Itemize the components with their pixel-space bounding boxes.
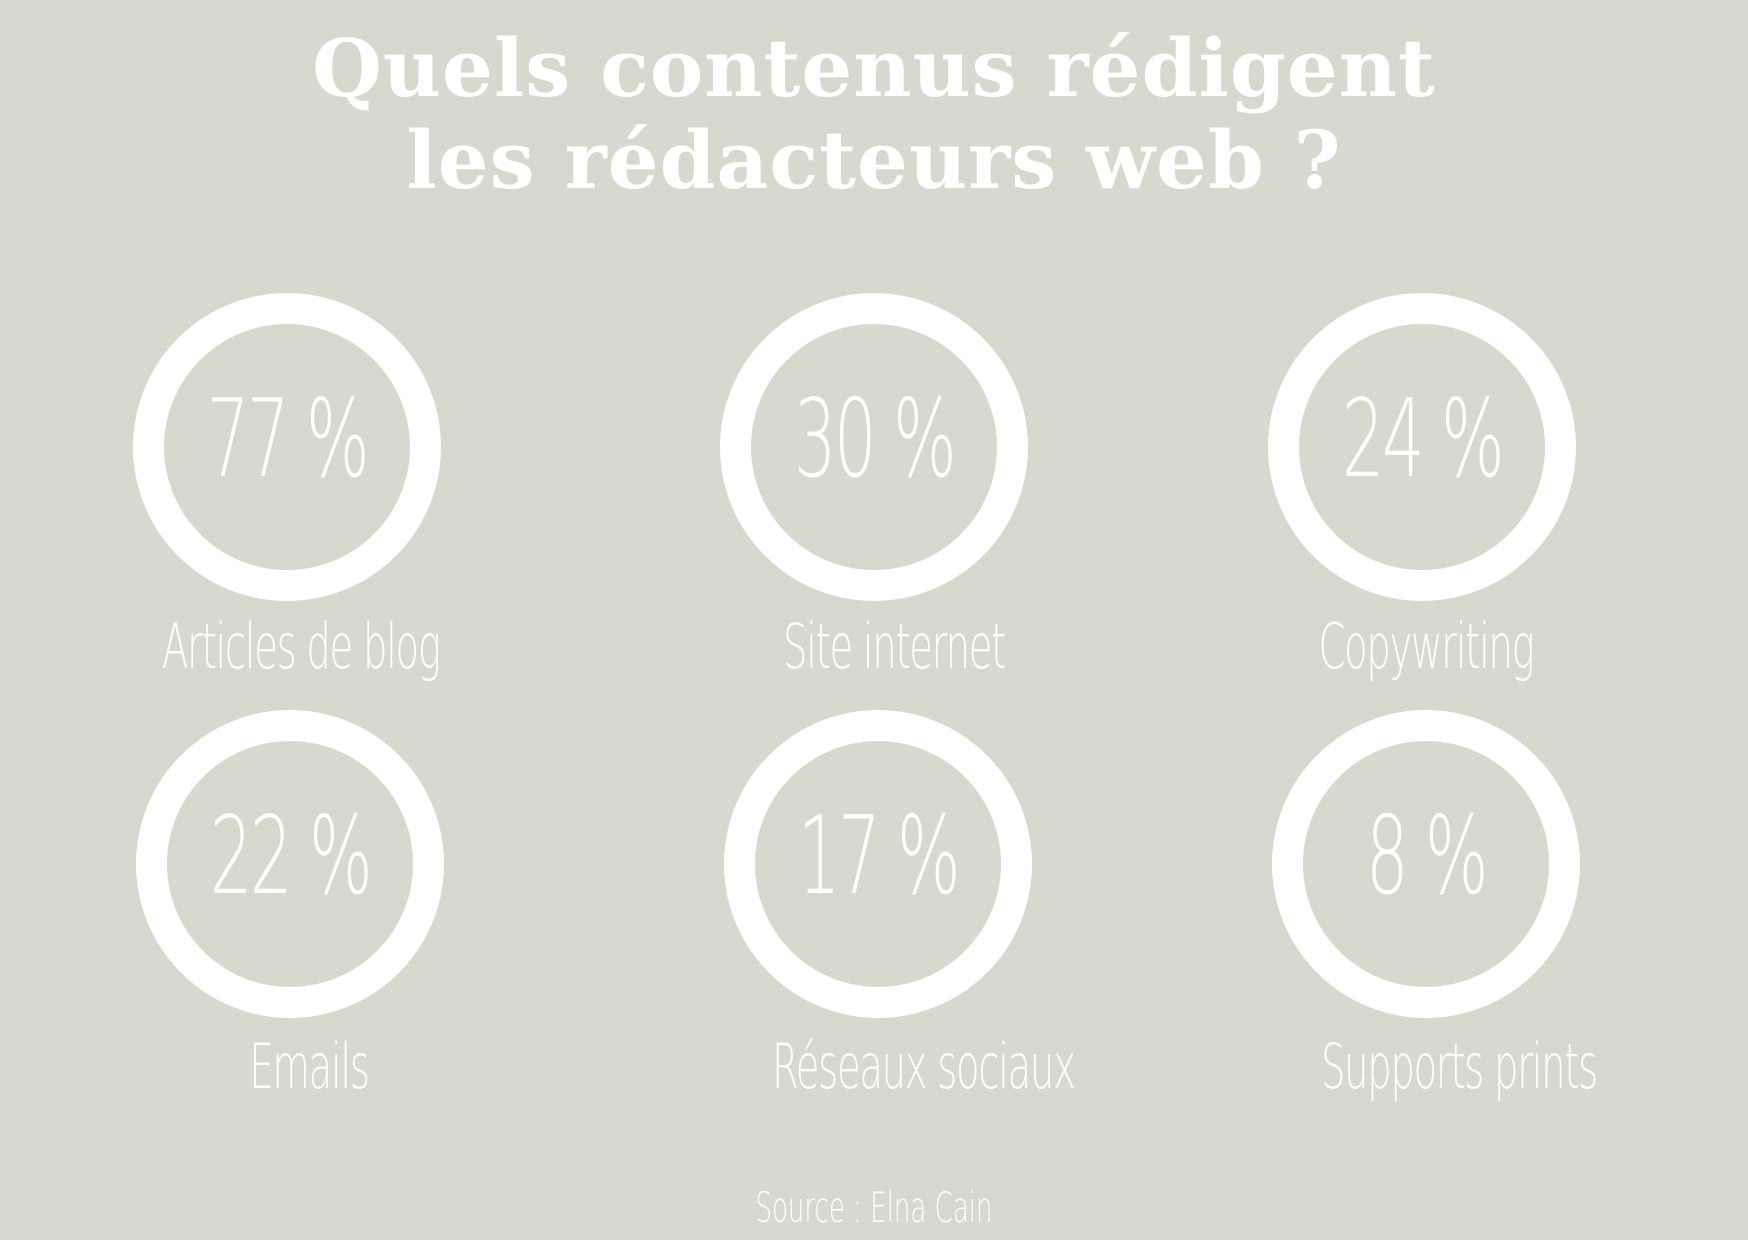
stat-label-site-internet: Site internet [783,610,1006,683]
source-note: Source : Elna Cain [755,1183,993,1232]
stat-label-emails: Emails [249,1030,369,1103]
stat-label-reseaux-sociaux: Réseaux sociaux [772,1030,1076,1103]
stat-label-supports-prints: Supports prints [1321,1030,1598,1103]
stat-value-supports-prints: 8 % [1365,794,1489,919]
title-line-2: les rédacteurs web ? [406,113,1342,207]
stat-value-site-internet: 30 % [793,377,957,502]
page-title: Quels contenus rédigent les rédacteurs w… [0,22,1748,206]
stat-value-reseaux-sociaux: 17 % [797,794,961,919]
title-line-1: Quels contenus rédigent [312,21,1436,115]
stat-value-emails: 22 % [209,794,373,919]
stat-value-copywriting: 24 % [1341,377,1505,502]
stat-label-copywriting: Copywriting [1318,610,1535,683]
stat-label-articles-de-blog: Articles de blog [162,610,441,683]
stat-value-articles-de-blog: 77 % [206,377,370,502]
